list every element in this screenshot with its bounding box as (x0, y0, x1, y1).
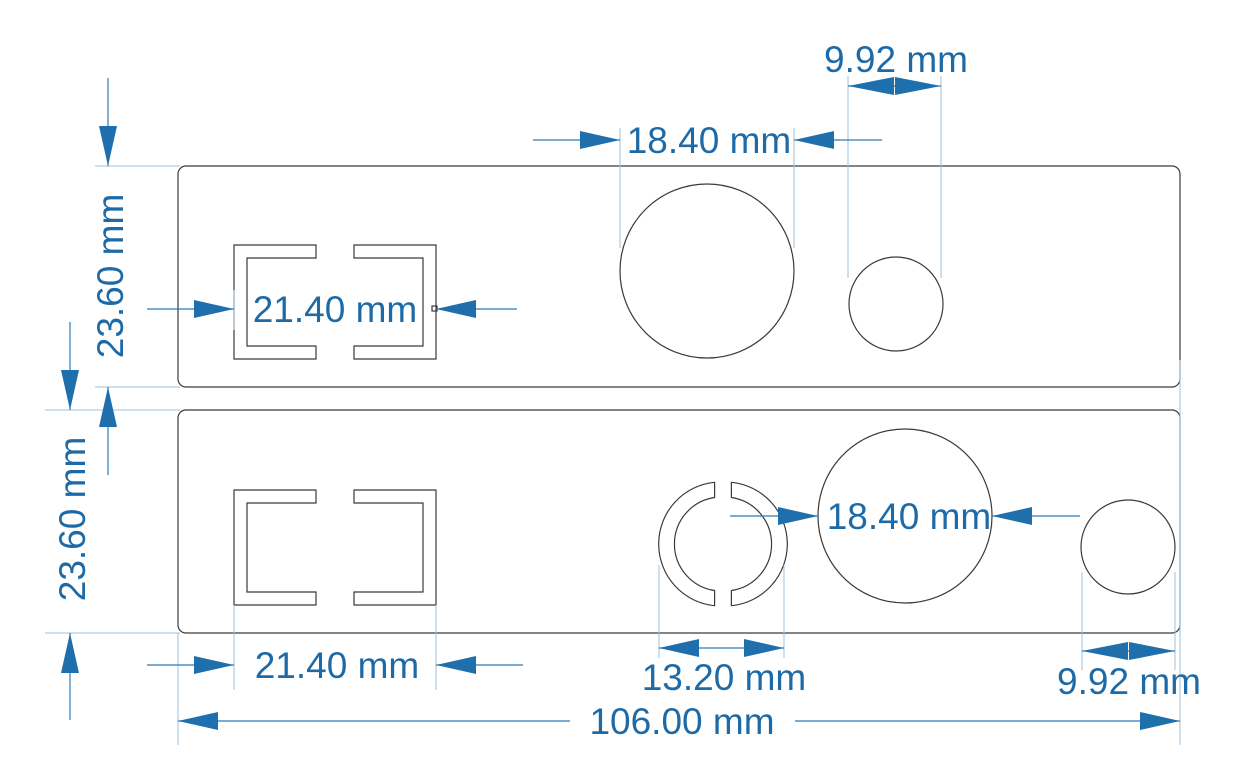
bottom-left-bracket (233, 489, 317, 606)
bottom-small-hole (1080, 499, 1176, 595)
bottom-bracket-width-label: 21.40 mm (255, 645, 420, 686)
top-small-hole (848, 256, 944, 352)
dimension-lines (61, 77, 1180, 730)
bottom-large-hole-label: 18.40 mm (827, 496, 992, 537)
top-small-hole-label: 9.92 mm (824, 39, 968, 80)
bottom-ring-right (730, 481, 788, 607)
top-height-label: 23.60 mm (90, 194, 131, 359)
top-panel (177, 165, 1181, 388)
extension-lines (45, 76, 1181, 745)
top-large-hole (619, 183, 795, 359)
bottom-right-bracket (353, 489, 437, 606)
bottom-ring-left (658, 481, 716, 607)
top-large-hole-label: 18.40 mm (627, 120, 792, 161)
top-bracket-width-label: 21.40 mm (253, 289, 418, 330)
bottom-height-label: 23.60 mm (52, 437, 93, 602)
top-left-bracket (233, 244, 317, 360)
bottom-small-hole-label: 9.92 mm (1057, 661, 1201, 702)
top-panel-outline (177, 165, 1181, 388)
top-right-bracket (353, 244, 437, 360)
bottom-ring-label: 13.20 mm (642, 657, 807, 698)
total-width-label: 106.00 mm (589, 701, 774, 742)
dimension-labels: 9.92 mm 18.40 mm 23.60 mm 21.40 mm 23.60… (52, 39, 1201, 742)
